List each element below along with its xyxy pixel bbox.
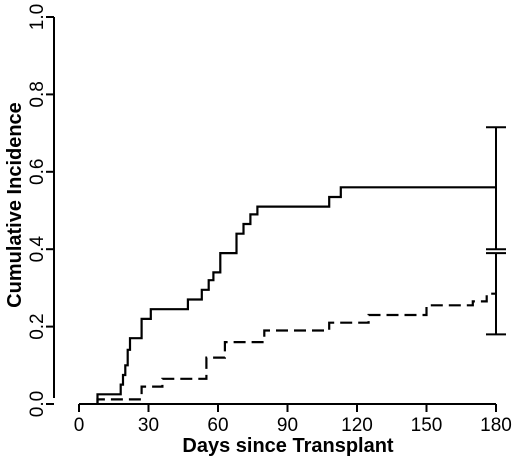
- error-bar: [486, 252, 506, 336]
- x-tick-label: 150: [411, 415, 443, 436]
- y-axis-title: Cumulative Incidence: [4, 102, 26, 308]
- x-tick-label: 120: [341, 415, 373, 436]
- error-bar: [486, 126, 506, 251]
- incidence-curves: [96, 186, 496, 404]
- x-tick-label: 90: [277, 415, 298, 436]
- y-tick-label: 0.4: [27, 236, 48, 263]
- x-tick-label: 60: [207, 415, 228, 436]
- x-tick-label: 180: [480, 415, 512, 436]
- y-tick-label: 1.0: [27, 4, 48, 30]
- x-axis-title: Days since Transplant: [182, 435, 394, 457]
- x-tick-labels: 0 30 60 90 120 150 180: [74, 415, 512, 436]
- y-tick-label: 0.2: [27, 313, 48, 339]
- solid-incidence-curve: [96, 186, 496, 404]
- tick-marks: [46, 16, 497, 412]
- x-tick-label: 0: [74, 415, 85, 436]
- y-tick-label: 0.8: [27, 81, 48, 107]
- error-bars: [486, 126, 506, 336]
- x-tick-label: 30: [138, 415, 159, 436]
- axes: [53, 17, 496, 405]
- dashed-incidence-curve: [96, 292, 496, 404]
- y-tick-label: 0.6: [27, 159, 48, 185]
- y-tick-label: 0.0: [27, 391, 48, 417]
- y-tick-labels: 0.0 0.2 0.4 0.6 0.8 1.0: [27, 4, 48, 417]
